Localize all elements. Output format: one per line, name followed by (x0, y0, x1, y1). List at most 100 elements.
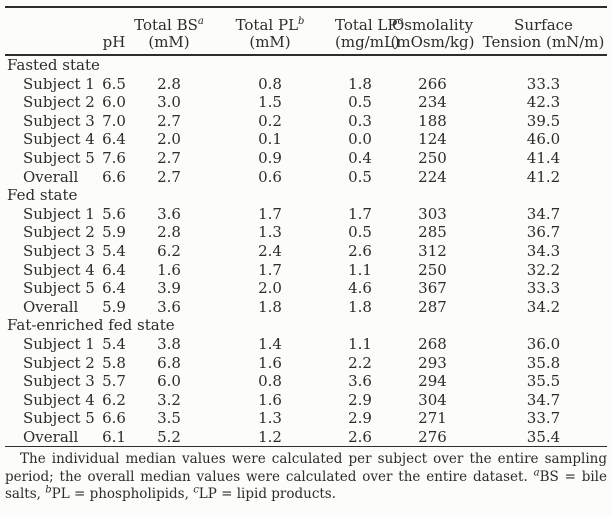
row-label: Overall (23, 427, 79, 446)
superscript-b: b (298, 16, 305, 27)
data-row: Subject 3 5.4 6.2 2.4 2.6 312 34.3 (5, 242, 607, 261)
header-line: Total BSa (134, 16, 204, 34)
cell-surface-tension: 33.3 (526, 74, 561, 93)
cell-surface-tension: 35.8 (526, 353, 561, 372)
header-line: (mg/mL) (335, 32, 400, 51)
table-footnote: The individual median values were calcul… (5, 451, 607, 503)
row-label: Subject 3 (23, 111, 95, 130)
superscript-a: a (197, 16, 204, 27)
cell-total-lp: 2.6 (348, 427, 372, 446)
footnote-text: The individual median values were calcul… (5, 451, 607, 485)
cell-ph: 6.0 (102, 93, 126, 112)
cell-total-bs: 2.7 (157, 148, 181, 167)
cell-osmolality: 304 (418, 390, 447, 409)
cell-osmolality: 234 (418, 93, 447, 112)
cell-surface-tension: 36.0 (526, 334, 561, 353)
cell-surface-tension: 32.2 (526, 260, 561, 279)
cell-surface-tension: 34.3 (526, 241, 561, 260)
cell-osmolality: 266 (418, 74, 447, 93)
cell-total-lp: 3.6 (348, 372, 372, 391)
cell-surface-tension: 34.7 (526, 390, 561, 409)
cell-total-pl: 0.8 (258, 74, 282, 93)
cell-total-bs: 6.2 (157, 241, 181, 260)
cell-total-pl: 0.6 (258, 167, 282, 186)
cell-surface-tension: 41.4 (526, 148, 561, 167)
cell-total-bs: 3.6 (157, 297, 181, 316)
data-row: Subject 1 5.4 3.8 1.4 1.1 268 36.0 (5, 335, 607, 354)
cell-total-bs: 3.9 (157, 279, 181, 298)
cell-total-bs: 6.0 (157, 372, 181, 391)
cell-total-pl: 0.1 (258, 130, 282, 149)
header-line: (mM) (148, 32, 190, 51)
cell-ph: 6.2 (102, 390, 126, 409)
row-label: Subject 4 (23, 390, 95, 409)
cell-total-pl: 1.8 (258, 297, 282, 316)
cell-osmolality: 312 (418, 241, 447, 260)
table-bottom-rule (5, 446, 607, 448)
col-header-total-pl: Total PLb (mM) (205, 8, 335, 56)
section-title: Fasted state (7, 56, 100, 74)
cell-ph: 6.6 (102, 409, 126, 428)
cell-osmolality: 271 (418, 409, 447, 428)
data-row: Subject 3 5.7 6.0 0.8 3.6 294 35.5 (5, 372, 607, 391)
data-row: Subject 2 6.0 3.0 1.5 0.5 234 42.3 (5, 93, 607, 112)
cell-total-lp: 0.5 (348, 93, 372, 112)
cell-ph: 6.6 (102, 167, 126, 186)
col-header-surface-tension: Surface Tension (mN/m) (480, 8, 607, 56)
cell-total-lp: 2.9 (348, 409, 372, 428)
section-header-row-fasted: Fasted state (5, 55, 607, 75)
cell-total-bs: 2.8 (157, 74, 181, 93)
header-line: (mM) (249, 32, 291, 51)
footnote-def-bs: BS = bile salts, (5, 468, 607, 503)
cell-surface-tension: 41.2 (526, 167, 561, 186)
data-row: Overall 6.1 5.2 1.2 2.6 276 35.4 (5, 428, 607, 447)
cell-osmolality: 293 (418, 353, 447, 372)
data-row: Subject 5 6.4 3.9 2.0 4.6 367 33.3 (5, 279, 607, 298)
cell-total-pl: 0.2 (258, 111, 282, 130)
cell-total-lp: 1.1 (348, 334, 372, 353)
header-line: Total PLb (235, 16, 305, 34)
col-header-ph: pH (95, 8, 133, 56)
header-line: Surface (514, 16, 573, 34)
header-line: pH (102, 32, 126, 51)
cell-total-pl: 1.6 (258, 353, 282, 372)
biofluid-characteristics-table: pH Total BSa (mM) Total PLb (mM) Total L… (5, 8, 607, 446)
cell-osmolality: 250 (418, 260, 447, 279)
footnote-def-lp: LP = lipid products. (198, 486, 337, 503)
cell-ph: 5.9 (102, 223, 126, 242)
row-label: Subject 5 (23, 148, 95, 167)
cell-total-pl: 0.8 (258, 372, 282, 391)
cell-surface-tension: 42.3 (526, 93, 561, 112)
superscript-c: c (397, 16, 404, 27)
cell-total-bs: 1.6 (157, 260, 181, 279)
cell-total-lp: 1.1 (348, 260, 372, 279)
data-row: Subject 1 5.6 3.6 1.7 1.7 303 34.7 (5, 205, 607, 224)
table-top-rule (5, 6, 607, 8)
cell-total-pl: 1.7 (258, 204, 282, 223)
row-label: Subject 5 (23, 279, 95, 298)
cell-ph: 5.6 (102, 204, 126, 223)
cell-total-pl: 1.3 (258, 409, 282, 428)
cell-total-lp: 4.6 (348, 279, 372, 298)
cell-total-pl: 1.7 (258, 260, 282, 279)
header-line: Tension (mN/m) (482, 32, 605, 51)
cell-total-lp: 1.8 (348, 297, 372, 316)
cell-total-bs: 2.0 (157, 130, 181, 149)
row-label: Subject 1 (23, 334, 95, 353)
cell-total-lp: 2.6 (348, 241, 372, 260)
cell-ph: 5.4 (102, 241, 126, 260)
row-label: Overall (23, 167, 79, 186)
row-label: Subject 1 (23, 204, 95, 223)
cell-osmolality: 303 (418, 204, 447, 223)
cell-total-pl: 1.6 (258, 390, 282, 409)
cell-total-pl: 1.5 (258, 93, 282, 112)
cell-ph: 7.6 (102, 148, 126, 167)
cell-surface-tension: 34.2 (526, 297, 561, 316)
table-header: pH Total BSa (mM) Total PLb (mM) Total L… (5, 8, 607, 56)
cell-total-bs: 2.8 (157, 223, 181, 242)
footnote-superscript-c: c (193, 484, 199, 496)
row-label: Subject 5 (23, 409, 95, 428)
cell-osmolality: 294 (418, 372, 447, 391)
cell-ph: 6.4 (102, 260, 126, 279)
cell-total-lp: 0.3 (348, 111, 372, 130)
